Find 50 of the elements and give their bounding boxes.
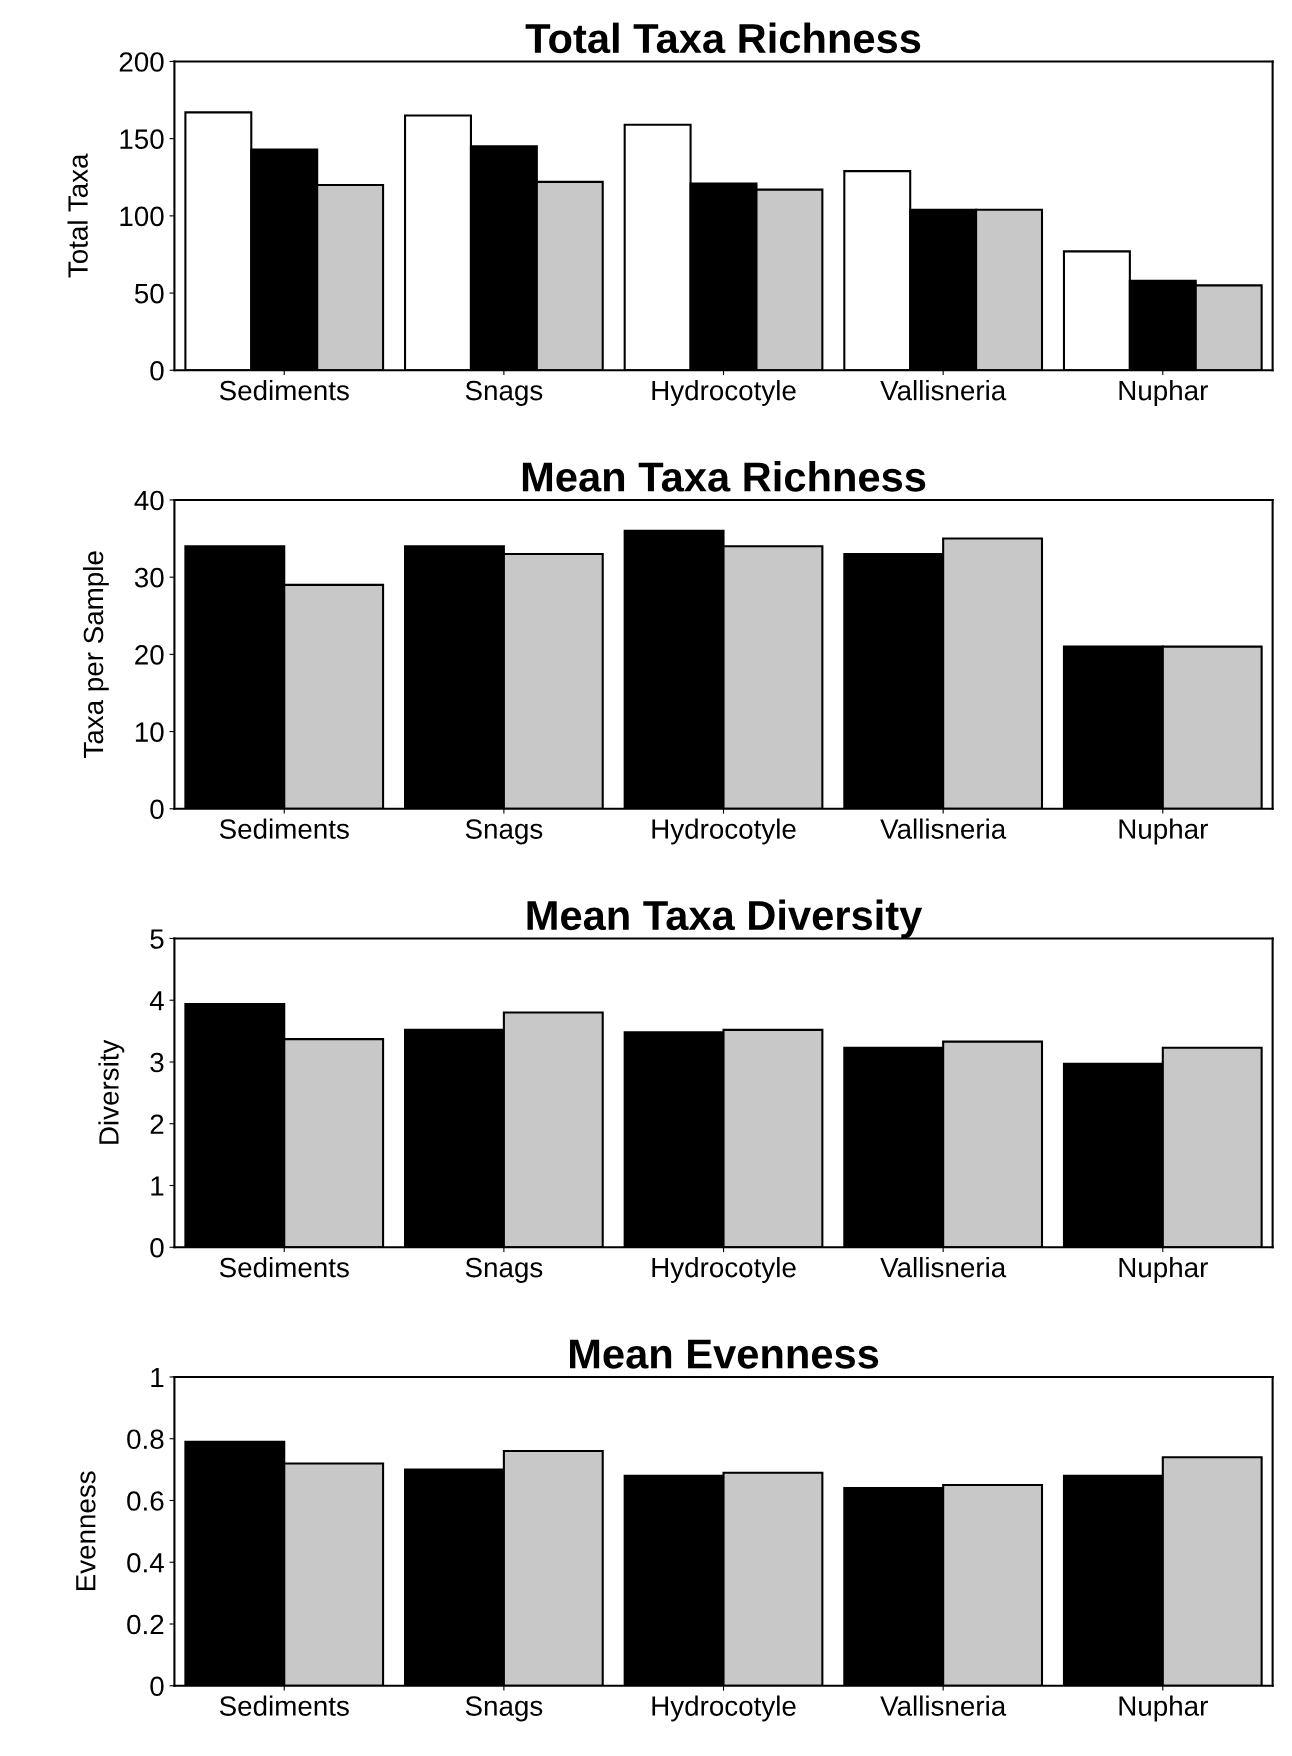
y-tick-label: 4 <box>149 991 164 1011</box>
y-tick-label: 20 <box>135 645 164 665</box>
x-tick-label: Hydrocotyle <box>652 1695 796 1722</box>
y-tick-label: 1 <box>151 1176 164 1196</box>
x-tick-label: Vallisneria <box>880 1256 1007 1278</box>
x-tick-label: Nuphar <box>1119 1695 1208 1722</box>
y-tick-label: 0 <box>150 1237 164 1258</box>
y-tick-label: 3 <box>150 1052 164 1073</box>
x-tick-label: Sediments <box>219 1695 349 1716</box>
x-tick-label: Sediments <box>219 1256 349 1278</box>
x-tick-label: Hydrocotyle <box>652 818 796 845</box>
x-tick-label: Nuphar <box>1119 1256 1208 1283</box>
x-tick-label: Vallisneria <box>880 818 1007 839</box>
y-tick-label: 0 <box>150 799 164 820</box>
y-tick-label: 200 <box>119 52 164 72</box>
y-tick-label: 0.2 <box>127 1614 164 1635</box>
y-tick-label: 40 <box>134 490 164 511</box>
x-tick-label: Sediments <box>219 818 349 839</box>
y-tick-label: 0.4 <box>127 1552 164 1573</box>
x-tick-label: Snags <box>465 380 543 406</box>
y-axis-title: Taxa per Sample <box>82 551 109 758</box>
y-tick-label: 1 <box>151 1367 164 1388</box>
y-tick-label: 50 <box>134 283 164 304</box>
x-tick-label: Nuphar <box>1119 379 1208 406</box>
x-tick-label: Hydrocotyle <box>652 1256 796 1283</box>
x-tick-label: Vallisneria <box>880 1695 1007 1716</box>
x-tick-label: Hydrocotyle <box>652 379 796 406</box>
chart-title: Mean Evenness <box>570 1339 879 1369</box>
y-tick-label: 5 <box>150 929 164 949</box>
x-tick-label: Vallisneria <box>880 379 1007 401</box>
x-tick-label: Snags <box>465 1257 543 1283</box>
x-tick-label: Sediments <box>219 379 349 401</box>
y-tick-label: 0.6 <box>127 1491 164 1511</box>
y-tick-label: 10 <box>135 722 164 742</box>
y-tick-label: 0.8 <box>127 1429 164 1450</box>
y-axis-title: Total Taxa <box>67 153 88 278</box>
chart-title: Total Taxa Richness <box>525 22 921 54</box>
chart-title: Mean Taxa Diversity <box>527 899 923 939</box>
y-tick-label: 0 <box>150 360 164 381</box>
y-tick-label: 150 <box>120 129 164 149</box>
y-tick-label: 100 <box>120 206 164 227</box>
x-tick-label: Nuphar <box>1119 818 1208 845</box>
y-axis-title: Evenness <box>76 1471 96 1591</box>
y-tick-label: 2 <box>150 1114 164 1134</box>
x-tick-label: Snags <box>465 1696 543 1722</box>
chart-title: Mean Taxa Richness <box>522 461 926 492</box>
y-tick-label: 0 <box>150 1676 164 1697</box>
x-tick-label: Snags <box>465 819 543 845</box>
y-tick-label: 30 <box>134 567 164 588</box>
y-axis-title: Diversity <box>98 1039 125 1144</box>
